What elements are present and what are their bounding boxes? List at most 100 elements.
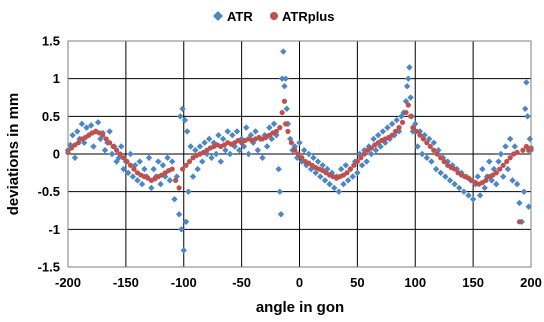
atr-point — [428, 158, 435, 165]
atr-point — [275, 165, 282, 173]
atr-point — [171, 196, 178, 203]
atrplus-point — [408, 113, 414, 119]
series-atrplus — [65, 98, 534, 225]
atrplus-point — [392, 128, 399, 134]
atrplus-point — [110, 143, 116, 150]
atrplus-point — [100, 132, 106, 138]
atr-point — [363, 158, 370, 165]
atrplus-point — [179, 166, 186, 172]
atr-point — [506, 135, 514, 143]
atr-point — [115, 154, 123, 161]
atrplus-point — [344, 170, 350, 176]
atrplus-point — [68, 145, 75, 151]
atr-point — [437, 169, 444, 177]
y-tick-label: -1.5 — [38, 260, 60, 275]
atrplus-point — [500, 162, 506, 168]
atrplus-point — [396, 125, 402, 131]
atrplus-point — [103, 136, 109, 142]
y-axis-title: deviations in mm — [5, 93, 22, 216]
atr-point — [87, 122, 95, 129]
atrplus-point — [169, 166, 175, 172]
atrplus-point — [299, 155, 305, 161]
atr-point — [69, 131, 76, 139]
atr-point — [177, 113, 184, 120]
atr-point — [182, 218, 190, 225]
atr-point — [405, 75, 412, 82]
atr-point — [520, 188, 528, 195]
atrplus-point — [399, 119, 406, 125]
atrplus-point — [124, 158, 130, 165]
y-axis-tick-labels: -1.5 -1 -0.5 0 0.5 1 1.5 — [38, 34, 60, 275]
atr-point — [166, 177, 174, 184]
atr-point — [189, 173, 197, 180]
atrplus-point — [107, 140, 113, 146]
atr-point — [349, 173, 356, 180]
atr-point — [486, 158, 493, 165]
atr-point — [83, 124, 90, 131]
atrplus-point — [347, 166, 354, 172]
atr-point — [278, 75, 286, 82]
x-tick-label: 100 — [404, 275, 426, 290]
atr-point — [222, 147, 229, 154]
atr-point — [179, 105, 186, 112]
atrplus-point — [483, 177, 489, 183]
atr-point — [356, 150, 363, 158]
atr-point — [236, 147, 243, 154]
atr-point — [263, 143, 271, 150]
atr-point — [266, 124, 273, 131]
atr-point — [208, 154, 215, 161]
atr-point — [375, 131, 382, 139]
atr-point — [460, 188, 468, 195]
atr-point — [71, 154, 79, 161]
x-tick-label: 150 — [462, 275, 484, 290]
atr-point — [368, 150, 375, 158]
atrplus-point — [410, 125, 416, 131]
atr-point — [134, 177, 141, 184]
atr-point — [168, 158, 176, 165]
atr-point — [493, 180, 500, 188]
atr-point — [398, 113, 405, 120]
y-tick-label: 0.5 — [42, 109, 60, 124]
atrplus-point — [281, 98, 288, 104]
atr-point — [296, 139, 303, 146]
atr-point — [310, 154, 317, 161]
atr-point — [321, 177, 329, 184]
atr-point — [78, 120, 86, 128]
atr-point — [192, 147, 199, 154]
atr-point — [432, 165, 440, 173]
atr-point — [199, 158, 206, 165]
atr-point — [254, 147, 262, 154]
atr-point — [326, 180, 333, 188]
atr-point — [184, 128, 191, 135]
legend-atr-label: ATR — [227, 9, 253, 24]
atr-point — [372, 147, 380, 154]
atr-point — [120, 165, 127, 173]
y-tick-label: 1.5 — [42, 34, 60, 49]
atr-point — [502, 143, 509, 150]
atr-point — [157, 180, 164, 188]
atr-point — [219, 135, 227, 143]
atr-point — [337, 165, 345, 173]
x-tick-label: -50 — [232, 275, 251, 290]
atrplus-point — [173, 177, 179, 183]
atrplus-point — [295, 151, 301, 157]
atr-point — [180, 247, 187, 254]
atr-point — [145, 154, 153, 161]
atr-point — [217, 158, 224, 165]
atrplus-point — [424, 140, 430, 146]
atrplus-point — [361, 151, 367, 157]
atr-point — [495, 158, 502, 165]
y-tick-label: 1 — [53, 71, 60, 86]
atr-point — [393, 116, 400, 124]
atrplus-point — [186, 158, 193, 165]
atrplus-point — [279, 109, 285, 116]
atr-point — [406, 64, 413, 71]
atr-point — [113, 158, 120, 165]
atr-point — [509, 177, 516, 184]
atr-point — [281, 83, 288, 90]
atr-point — [474, 173, 481, 180]
atr-point — [526, 135, 534, 143]
legend-item-atrplus: ATRplus — [270, 9, 334, 24]
legend-atrplus-label: ATRplus — [282, 9, 334, 24]
atrplus-point — [523, 143, 529, 150]
